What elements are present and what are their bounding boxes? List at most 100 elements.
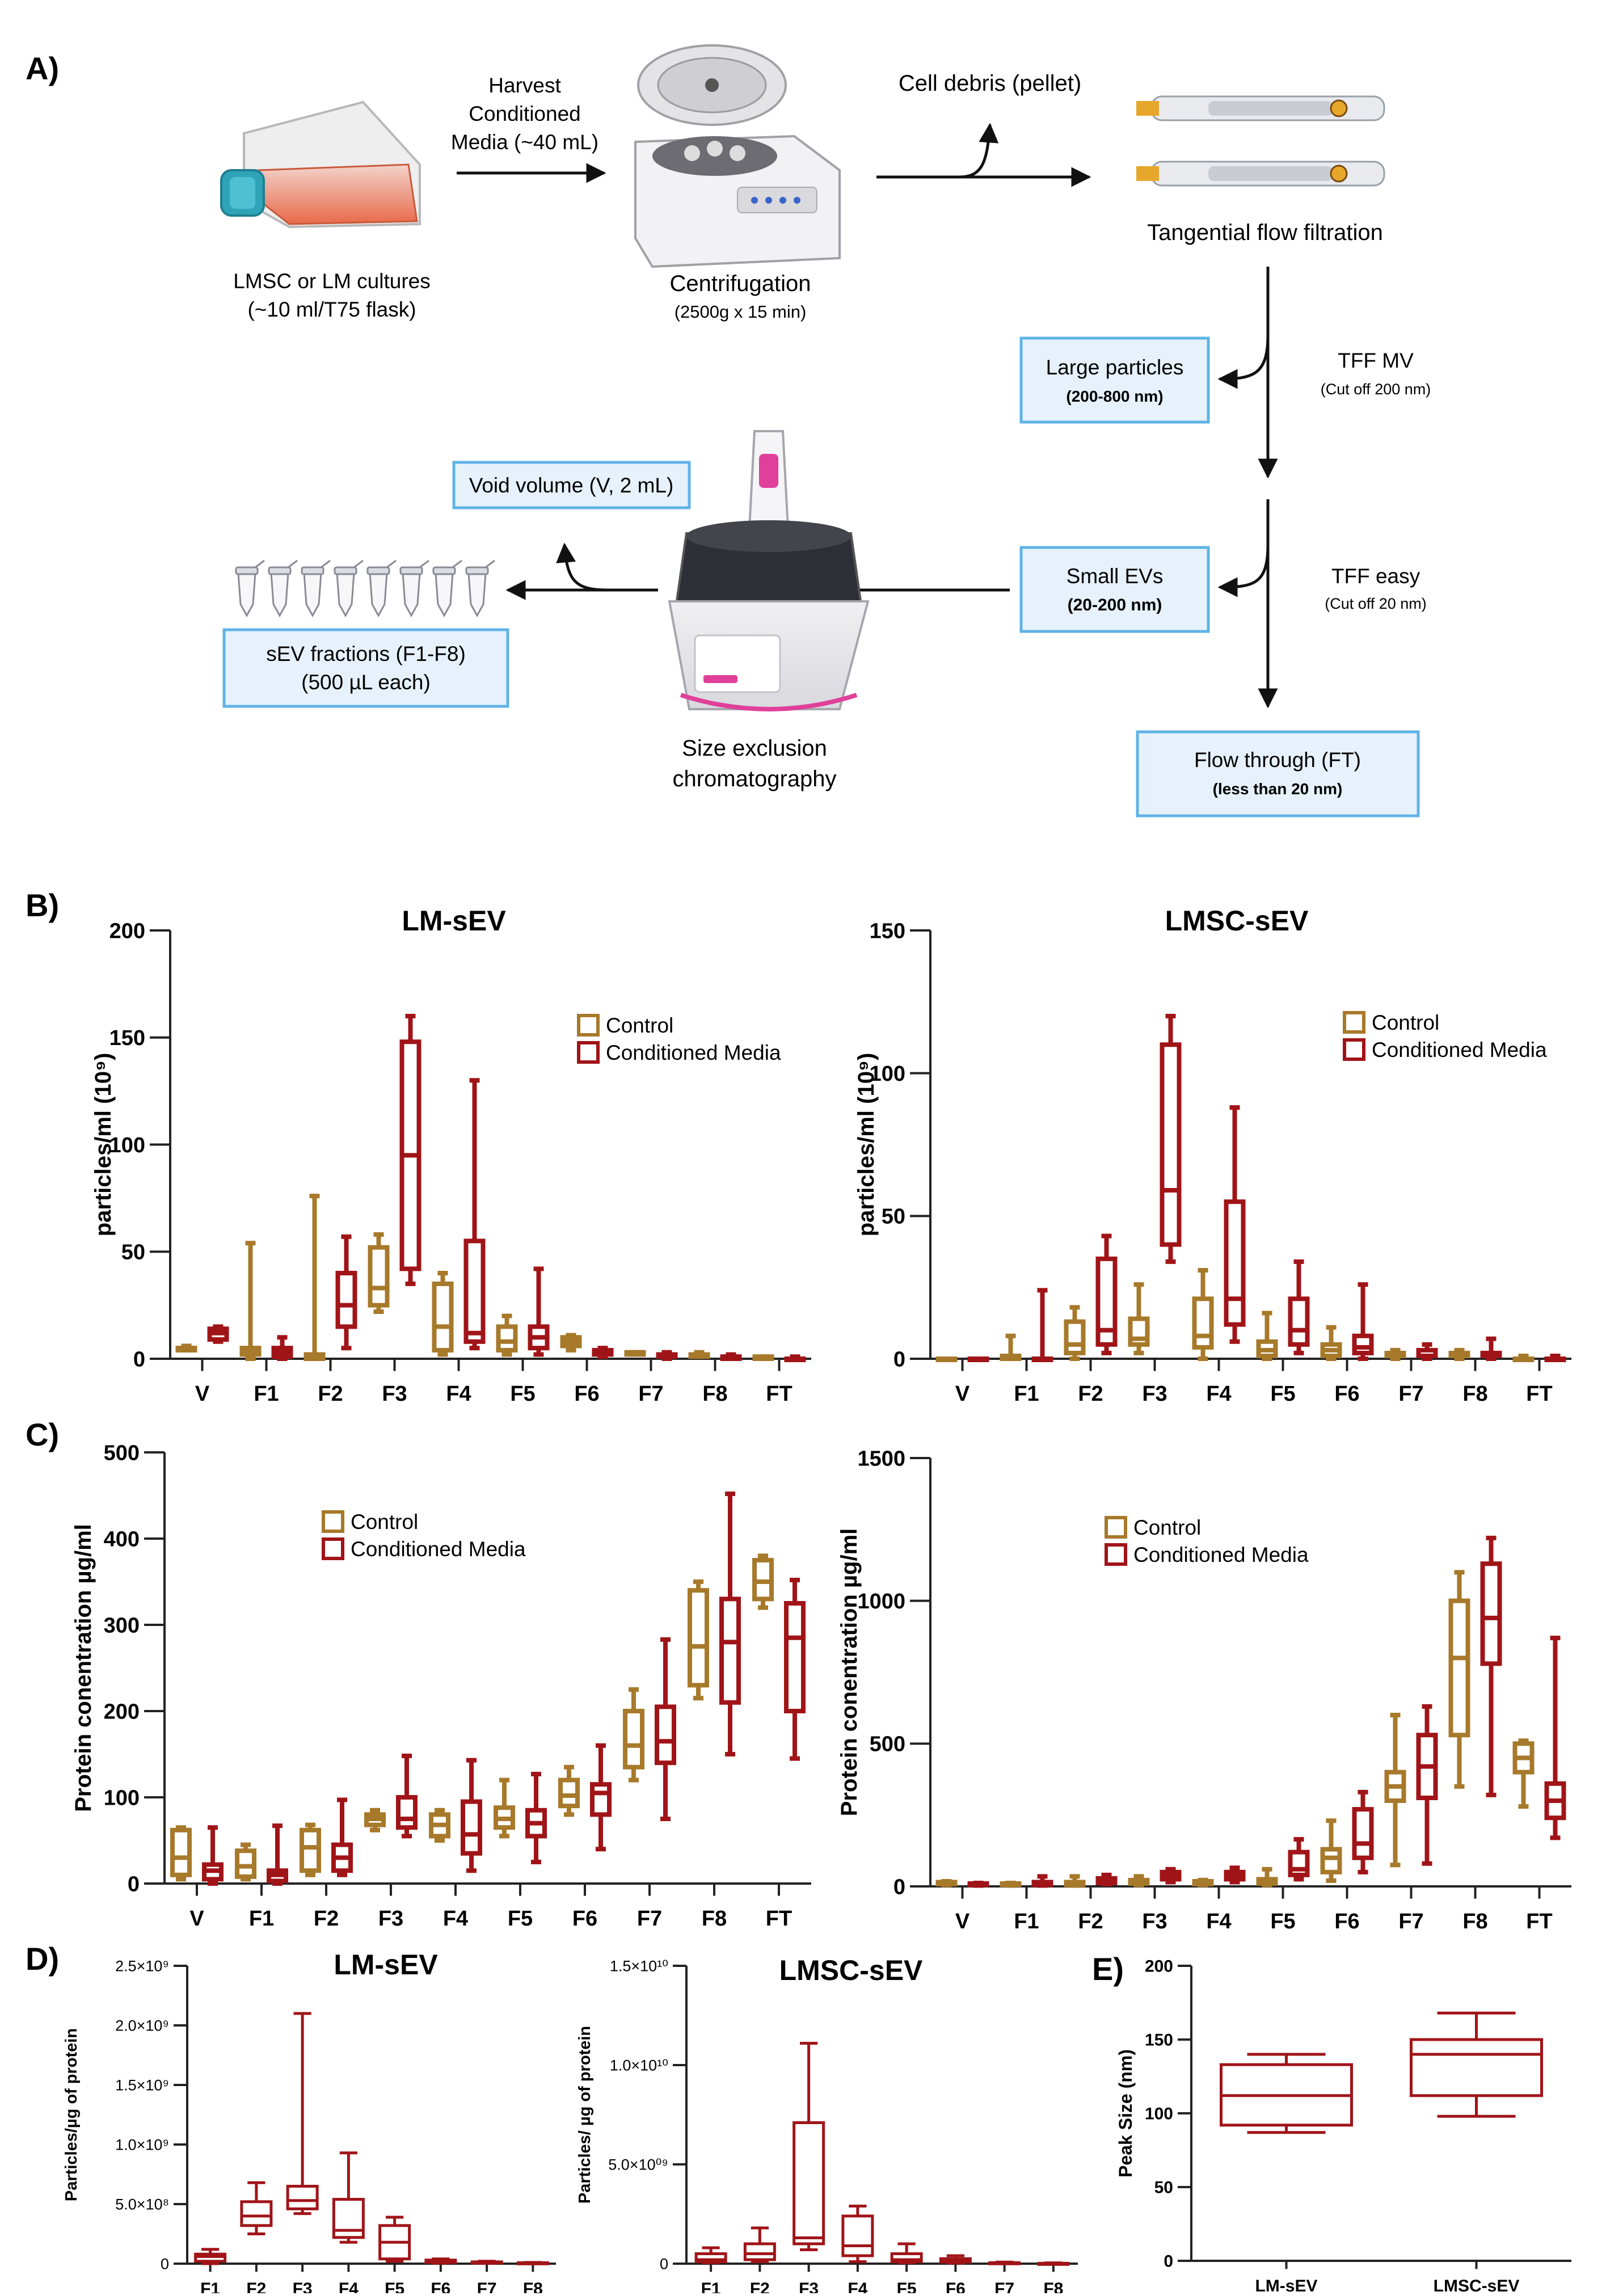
legend-label-conditioned: Conditioned Media [1133,1543,1309,1566]
y-tick-label: 0 [893,1347,905,1371]
y-axis-label: Protein conentration µg/ml [71,1524,96,1812]
box-control [235,1848,256,1879]
box-conditioned-media [1480,1561,1502,1666]
y-tick-label: 100 [104,1786,140,1810]
debris-label: Cell debris (pellet) [899,71,1081,96]
culture-flask-icon [220,100,421,229]
box-control [1128,1316,1150,1347]
tube-lid-icon [419,559,429,568]
box-control [1064,1319,1086,1355]
y-axis-label: Peak Size (nm) [1115,2049,1136,2177]
x-tick-label: F7 [994,2280,1014,2293]
x-tick-label: F1 [200,2280,220,2293]
y-tick-label: 0 [128,1872,140,1896]
box-conditioned-media [590,1782,612,1817]
y-tick-label: 200 [109,919,145,943]
legend-b-lmsc: Control Conditioned Media [1343,1011,1547,1061]
y-axis-label: Particles/µg of protein [62,2028,81,2201]
fractions-box [222,628,509,708]
arrow-to-small-evs [1217,544,1270,597]
centrifuge-icon [634,44,841,268]
tube-lid-icon [386,559,397,568]
flow-through-size: (less than 20 nm) [1213,780,1343,798]
x-tick-label: F8 [1043,2280,1063,2293]
legend-label-conditioned: Conditioned Media [1372,1038,1547,1061]
sec-caption-line1: Size exclusion [682,736,827,761]
tube-cap-icon [465,566,489,575]
y-tick-label: 0 [133,1347,145,1371]
x-tick-label: F2 [750,2280,770,2293]
chart-b-lmsc-sev: 0 50 100 150 particles/ml (10⁹) LMSC-sEV V F1 F2… [854,905,1571,1406]
tube-lid-icon [452,559,462,568]
y-tick-label: 0 [660,2255,668,2272]
large-particles-box [1019,336,1210,424]
legend-label-control: Control [1372,1011,1439,1034]
x-tick-label: F3 [1142,1382,1167,1406]
x-tick-label: F3 [799,2280,819,2293]
x-tick-label: F3 [382,1382,407,1406]
x-tick-label: V [189,1907,204,1931]
panel-label-c: C) [26,1417,59,1452]
x-tick-label: V [955,1910,970,1933]
y-tick-label: 50 [1154,2179,1173,2197]
chart-c-lmsc-protein: 0 500 1000 1500 Protein conentration µg/ml V F… [837,1447,1571,1933]
tube-cap-icon [334,566,357,575]
chart-d-lmsc-ratio: 0 5.0×10⁰⁹ 1.0×10¹⁰ 1.5×10¹⁰ Particles/ µg o… [576,1954,1078,2296]
sec-caption-line2: chromatography [672,766,836,791]
collection-tubes-icon [235,559,495,618]
flask-caption-line2: (~10 ml/T75 flask) [247,298,416,321]
x-tick-label: F7 [1398,1910,1423,1933]
y-tick-label: 2.5×10⁹ [115,1957,169,1974]
flow-through-title: Flow through (FT) [1194,748,1361,772]
y-tick-label: 150 [870,919,905,943]
y-tick-label: 100 [109,1134,145,1157]
x-tick-label: FT [1526,1382,1552,1406]
void-volume-box [452,461,691,509]
y-axis-label: Particles/ µg of protein [576,2026,594,2204]
x-tick-label: V [195,1382,210,1406]
x-tick-label: F2 [1078,1382,1103,1406]
x-tick-label: FT [766,1907,792,1931]
box-conditioned-media [1160,1042,1182,1247]
centrifuge-caption: Centrifugation [669,271,811,296]
y-tick-label: 300 [104,1613,140,1637]
tube-lid-icon [255,559,265,568]
legend-swatch-control [1343,1011,1365,1034]
box-conditioned-media [655,1704,676,1766]
box-control [1448,1598,1470,1738]
x-tick-label: F3 [378,1907,403,1931]
box-lm-sev [332,2198,365,2239]
y-tick-label: 50 [121,1241,145,1265]
y-tick-label: 1500 [857,1447,905,1471]
legend-label-conditioned: Conditioned Media [606,1041,781,1064]
tff-mv-cutoff: (Cut off 200 nm) [1321,381,1431,398]
y-tick-label: 150 [1145,2031,1173,2050]
chart-title: LM-sEV [402,905,506,937]
x-tick-label: LM-sEV [1255,2277,1317,2293]
box-conditioned-media [719,1596,741,1705]
y-tick-label: 1000 [857,1590,905,1613]
harvest-label-line2: Conditioned [469,102,580,125]
void-volume-label: Void volume (V, 2 mL) [469,474,674,497]
x-tick-label: F4 [1206,1382,1231,1406]
x-tick-label: F8 [702,1382,727,1406]
tube-icon [270,572,289,618]
box-control [432,1281,454,1353]
box-conditioned-media [463,1238,486,1344]
x-tick-label: F6 [1334,1910,1359,1933]
x-tick-label: F2 [318,1382,343,1406]
x-tick-label: F1 [254,1382,279,1406]
legend-swatch-control [577,1014,600,1037]
box-conditioned-media [1352,1333,1374,1355]
x-tick-label: F7 [638,1382,663,1406]
x-tick-label: F6 [1334,1382,1359,1406]
box-peak-size [1410,2038,1543,2097]
y-tick-label: 200 [1145,1957,1173,1976]
x-tick-label: F8 [523,2280,543,2293]
arrow-debris-branch [958,123,999,179]
y-tick-label: 0 [893,1875,905,1899]
flask-caption-line1: LMSC or LM cultures [233,269,431,293]
y-tick-label: 1.0×10¹⁰ [610,2057,668,2074]
tube-cap-icon [235,566,259,575]
x-tick-label: F2 [246,2280,266,2293]
